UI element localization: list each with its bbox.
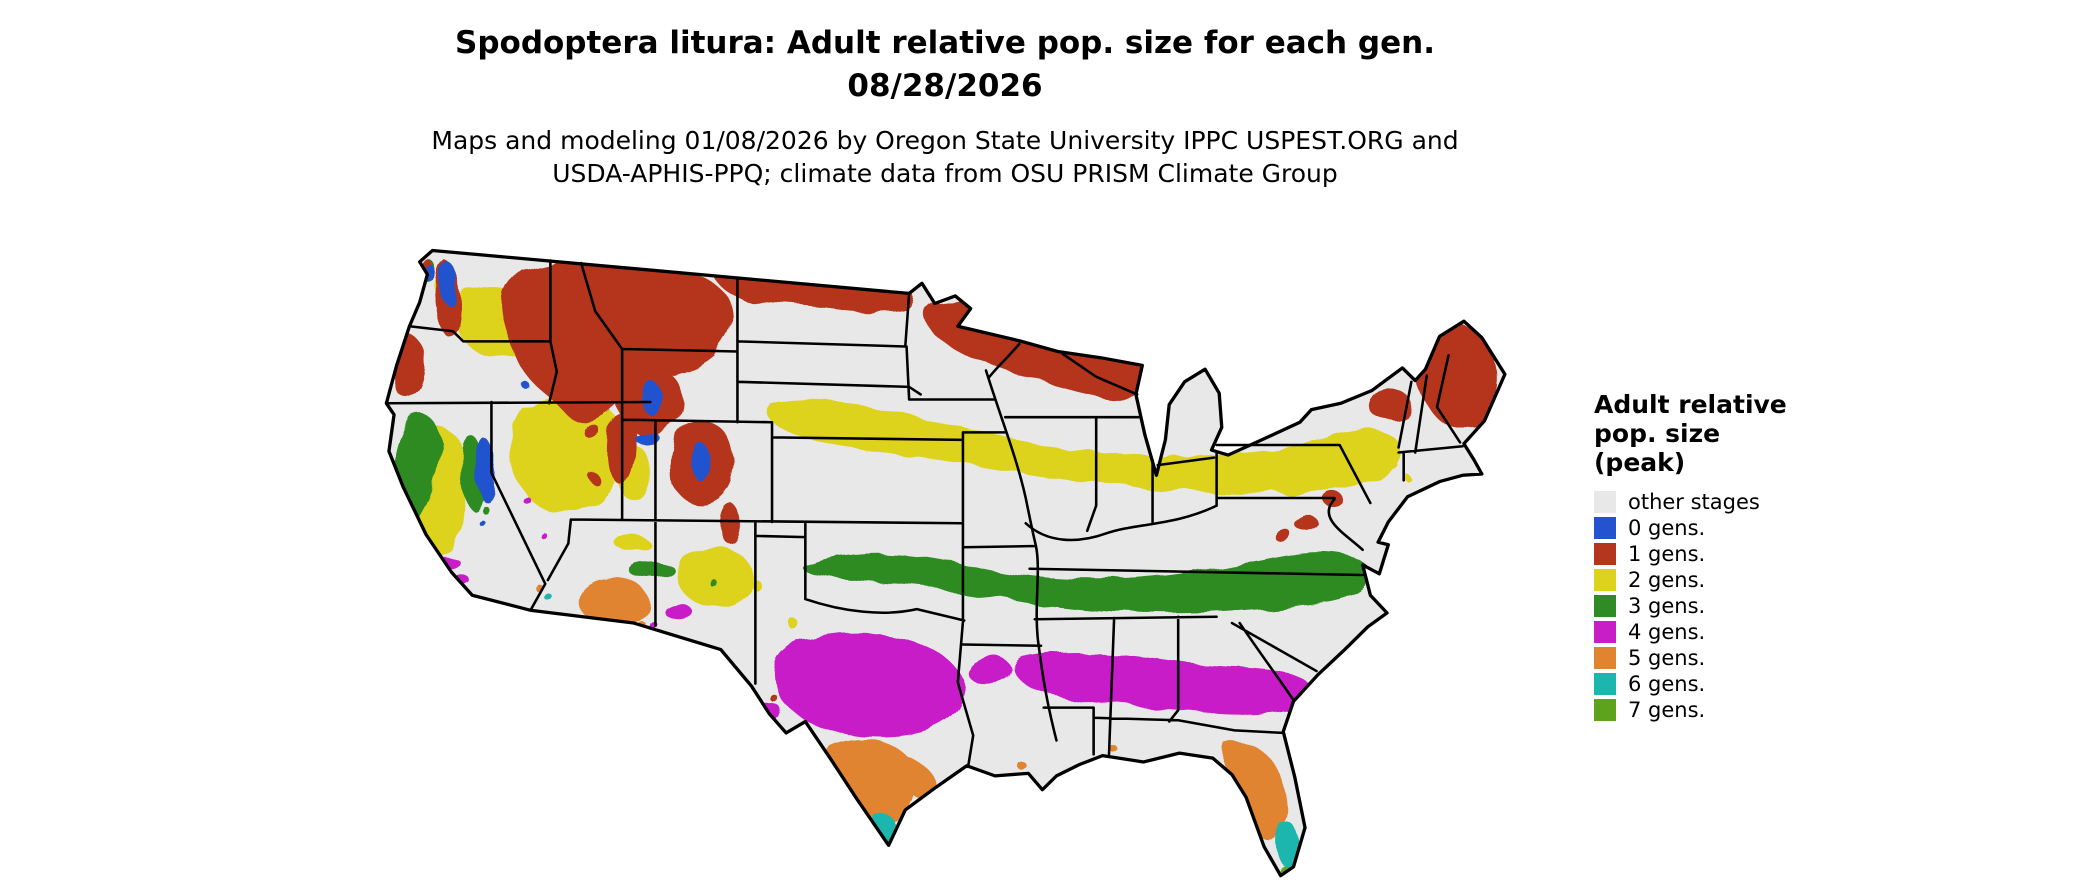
legend-label: 2 gens.: [1628, 568, 1706, 592]
subtitle-line-1: Maps and modeling 01/08/2026 by Oregon S…: [431, 126, 1459, 155]
legend-swatch: [1594, 517, 1616, 539]
us-outline: [384, 248, 1507, 878]
legend-title-line-3: (peak): [1594, 448, 1686, 477]
legend-swatch: [1594, 569, 1616, 591]
gen-4-regions: [437, 494, 1312, 737]
legend-swatch: [1594, 595, 1616, 617]
legend-title-line-2: pop. size: [1594, 419, 1721, 448]
legend-label: 3 gens.: [1628, 594, 1706, 618]
legend-swatch: [1594, 647, 1616, 669]
map-date: 08/28/2026: [847, 68, 1043, 104]
legend-item: 4 gens.: [1594, 621, 1834, 643]
legend-item: other stages: [1594, 491, 1834, 513]
us-map: [330, 205, 1560, 887]
state-borders: [385, 259, 1464, 769]
legend-item: 5 gens.: [1594, 647, 1834, 669]
legend-item: 7 gens.: [1594, 699, 1834, 721]
legend-label: 4 gens.: [1628, 620, 1706, 644]
legend-item: 0 gens.: [1594, 517, 1834, 539]
gen-5-regions: [533, 575, 1288, 841]
legend-swatch: [1594, 491, 1616, 513]
legend-label: 1 gens.: [1628, 542, 1706, 566]
legend-item: 6 gens.: [1594, 673, 1834, 695]
legend-swatch: [1594, 543, 1616, 565]
legend-label: other stages: [1628, 490, 1760, 514]
legend-label: 5 gens.: [1628, 646, 1706, 670]
header: Spodoptera litura: Adult relative pop. s…: [0, 22, 1890, 190]
legend-items: other stages 0 gens. 1 gens. 2 gens. 3 gens.…: [1594, 491, 1834, 721]
legend-swatch: [1594, 699, 1616, 721]
subtitle: Maps and modeling 01/08/2026 by Oregon S…: [0, 124, 1890, 190]
legend-title-line-1: Adult relative: [1594, 390, 1787, 419]
legend-item: 3 gens.: [1594, 595, 1834, 617]
generation-raster-layers: [390, 256, 1498, 875]
legend-item: 1 gens.: [1594, 543, 1834, 565]
legend-item: 2 gens.: [1594, 569, 1834, 591]
legend-label: 0 gens.: [1628, 516, 1706, 540]
us-map-svg: [384, 248, 1507, 878]
subtitle-line-2: USDA-APHIS-PPQ; climate data from OSU PR…: [552, 159, 1338, 188]
legend-label: 6 gens.: [1628, 672, 1706, 696]
legend-swatch: [1594, 621, 1616, 643]
legend-swatch: [1594, 673, 1616, 695]
legend: Adult relative pop. size (peak) other st…: [1594, 390, 1834, 725]
page-title: Spodoptera litura: Adult relative pop. s…: [455, 25, 1435, 61]
gen-7-regions: [880, 842, 1291, 875]
legend-label: 7 gens.: [1628, 698, 1706, 722]
